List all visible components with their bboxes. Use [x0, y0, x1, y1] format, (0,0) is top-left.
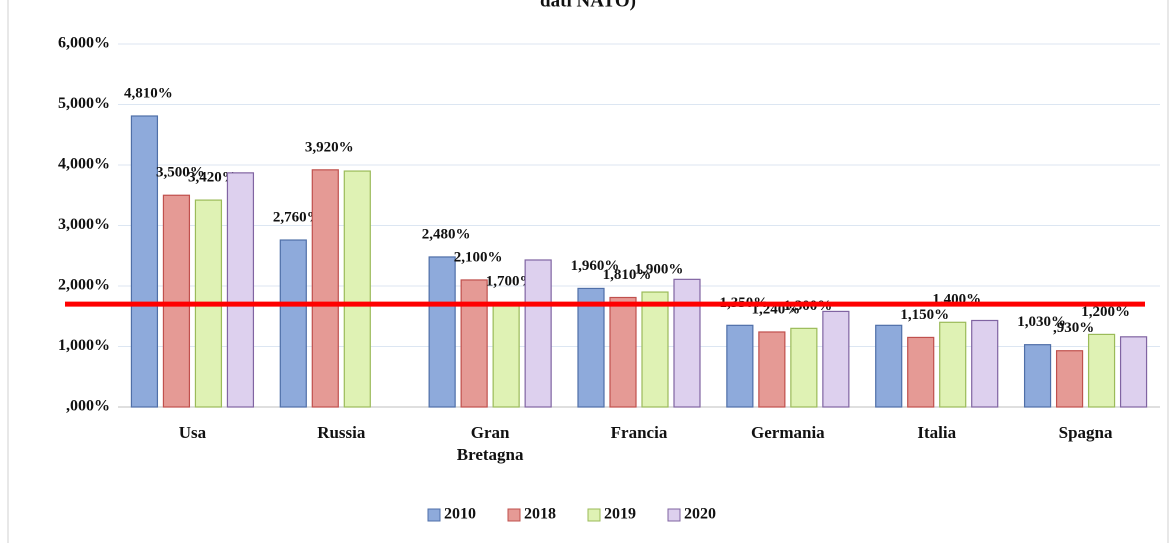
bar — [971, 319, 999, 408]
data-label: 2,760% — [273, 209, 322, 225]
bar — [875, 324, 903, 408]
bar — [1087, 333, 1116, 408]
data-label: ,930% — [1053, 320, 1094, 336]
bar — [460, 279, 488, 408]
legend-swatch — [667, 508, 681, 522]
bar — [279, 239, 307, 408]
y-tick-label: 2,000% — [58, 277, 110, 294]
x-tick-label: Russia — [317, 423, 366, 442]
data-label: 4,810% — [124, 85, 173, 101]
bar — [1055, 350, 1084, 408]
bar — [822, 310, 850, 408]
y-tick-label: ,000% — [66, 398, 110, 415]
data-label: 1,030% — [1017, 314, 1066, 330]
x-tick-label: Usa — [179, 423, 207, 442]
y-tick-label: 5,000% — [58, 95, 110, 112]
bar — [1119, 336, 1148, 408]
data-label: 3,500% — [156, 165, 205, 181]
data-label: 1,200% — [1081, 304, 1130, 320]
x-tick-label: Francia — [611, 423, 668, 442]
data-label: 1,900% — [635, 261, 684, 277]
bar — [428, 256, 456, 408]
bar — [492, 303, 520, 408]
data-label: 1,810% — [603, 267, 652, 283]
bar — [577, 287, 605, 408]
legend-label: 2020 — [684, 506, 716, 523]
chart-border — [7, 0, 1169, 548]
bar — [673, 278, 701, 408]
data-label: 3,420% — [188, 170, 237, 186]
x-tick-label: Spagna — [1059, 423, 1113, 442]
bar — [609, 296, 637, 408]
bar — [524, 259, 552, 408]
data-label: 1,150% — [900, 307, 949, 323]
x-tick-label: Germania — [751, 423, 825, 442]
data-label: 2,480% — [422, 226, 471, 242]
y-tick-label: 3,000% — [58, 216, 110, 233]
bar — [162, 194, 191, 408]
legend-label: 2018 — [524, 506, 556, 523]
bar — [343, 170, 371, 408]
bar — [130, 115, 159, 408]
x-tick-label: Italia — [917, 423, 956, 442]
bar — [226, 172, 255, 408]
data-label: 1,960% — [571, 258, 620, 274]
y-tick-label: 6,000% — [58, 35, 110, 52]
y-tick-label: 1,000% — [58, 337, 110, 354]
bar — [311, 169, 339, 408]
chart-title: dati NATO) — [540, 0, 636, 11]
bar — [1023, 344, 1052, 408]
bar — [726, 324, 754, 408]
x-tick-label: Gran Bretagna — [457, 423, 524, 464]
data-label: 2,100% — [454, 249, 503, 265]
legend-swatch — [507, 508, 521, 522]
bar — [758, 331, 786, 408]
legend-swatch — [427, 508, 441, 522]
data-label: 1,700% — [486, 274, 535, 290]
bar — [939, 321, 967, 408]
bar — [641, 291, 669, 408]
y-tick-label: 4,000% — [58, 156, 110, 173]
bar — [790, 327, 818, 408]
bar — [907, 336, 935, 408]
data-label: 3,920% — [305, 139, 354, 155]
legend-swatch — [587, 508, 601, 522]
legend-label: 2019 — [604, 506, 636, 523]
legend-label: 2010 — [444, 506, 476, 523]
